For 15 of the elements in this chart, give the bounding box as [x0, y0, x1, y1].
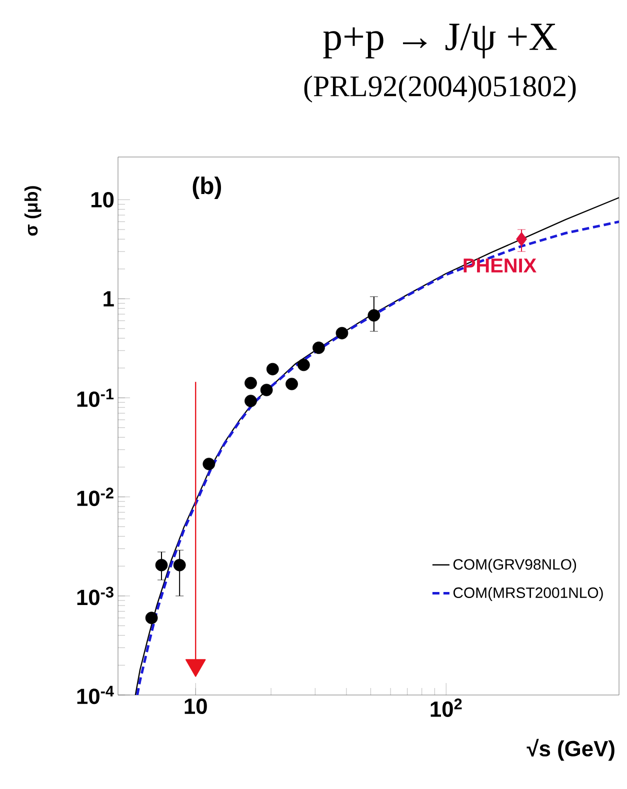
- y-tick-label: 1: [104, 291, 114, 306]
- y-tick-label: 10$^{-1}$: [77, 388, 114, 407]
- legend-label: COM(MRST2001NLO): [453, 587, 603, 601]
- y-axis-title: σ (μb): [24, 186, 42, 236]
- chart-title: p+p → J/ψ +X: [323, 24, 557, 58]
- x-tick-label: 10$^{2}$: [430, 698, 462, 717]
- series-label: PHENIX: [464, 258, 536, 272]
- x-axis-title: √s (GeV): [526, 738, 614, 761]
- chart-subtitle: (PRL92(2004)051802): [304, 75, 576, 103]
- annotation: (b): [192, 176, 221, 199]
- y-tick-label: 10$^{-4}$: [77, 686, 114, 704]
- y-tick-label: 10$^{-2}$: [77, 488, 114, 506]
- y-tick-label: 10$^{-3}$: [77, 586, 114, 606]
- y-tick-label: 10: [91, 192, 114, 208]
- legend-label: COM(GRV98NLO): [453, 558, 576, 573]
